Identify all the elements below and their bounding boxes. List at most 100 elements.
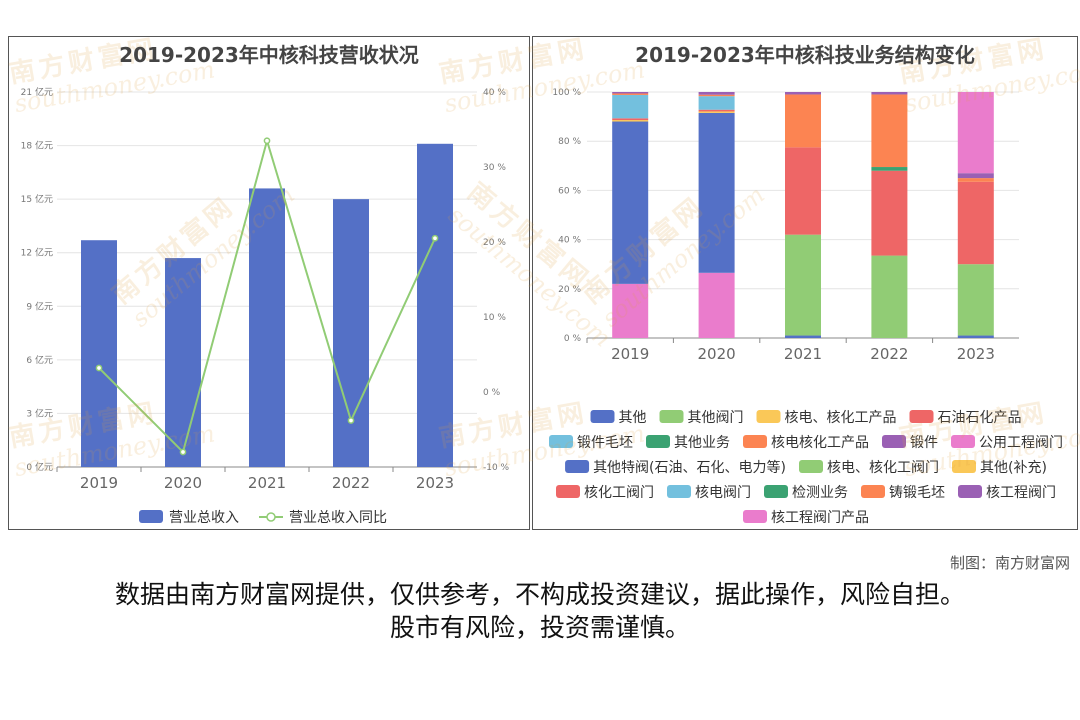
legend-swatch-yoy-marker bbox=[266, 512, 276, 522]
stacked-segment bbox=[698, 112, 735, 273]
left-axis-tick-label: 21 亿元 bbox=[21, 86, 53, 98]
stacked-segment bbox=[957, 181, 994, 265]
legend-label: 公用工程阀门 bbox=[979, 435, 1063, 451]
legend-label: 其他阀门 bbox=[688, 410, 744, 426]
yoy-point bbox=[95, 364, 103, 372]
legend-label: 核电、核化工阀门 bbox=[827, 460, 939, 476]
legend-swatch bbox=[556, 485, 581, 498]
yoy-point bbox=[179, 448, 187, 456]
legend-swatch bbox=[860, 485, 885, 498]
legend-label-yoy: 营业总收入同比 bbox=[289, 510, 387, 526]
left-axis-tick-label: 15 亿元 bbox=[21, 193, 53, 205]
legend-swatch-revenue bbox=[139, 510, 163, 523]
legend-swatch bbox=[565, 460, 590, 473]
legend-label: 其他 bbox=[619, 410, 647, 426]
stacked-segment bbox=[785, 92, 821, 95]
right-axis-tick-label: -10 % bbox=[483, 463, 510, 473]
legend-label: 核电、核化工产品 bbox=[785, 410, 897, 426]
right-axis-tick-label: 0 % bbox=[483, 388, 501, 398]
legend-swatch bbox=[881, 435, 906, 448]
stacked-segment bbox=[612, 94, 649, 119]
left-axis-tick-label: 12 亿元 bbox=[21, 247, 53, 259]
structure-chart-panel: 2019-2023年中核科技业务结构变化 0 % 20 % 40 % 60 % 80 %… bbox=[532, 36, 1078, 530]
legend-swatch bbox=[743, 510, 768, 523]
left-axis-tick-label: 0 亿元 bbox=[26, 461, 53, 473]
legend-swatch bbox=[646, 435, 671, 448]
stacked-segment bbox=[612, 283, 649, 338]
stacked-segment bbox=[698, 92, 735, 95]
stacked-segment bbox=[698, 111, 735, 113]
stacked-segment bbox=[612, 92, 649, 94]
legend-label: 其他业务 bbox=[674, 435, 730, 451]
legend-label: 检测业务 bbox=[792, 485, 848, 501]
stacked-segment bbox=[957, 264, 994, 336]
left-axis-tick-label: 6 亿元 bbox=[26, 354, 53, 366]
stacked-segment bbox=[698, 109, 735, 112]
left-axis-tick-label: 9 亿元 bbox=[26, 300, 53, 312]
right-axis-tick-label: 20 % bbox=[483, 238, 506, 248]
revenue-chart-title: 2019-2023年中核科技营收状况 bbox=[119, 43, 419, 67]
legend-label: 核电阀门 bbox=[695, 485, 751, 501]
legend-swatch bbox=[659, 410, 684, 423]
revenue-chart-svg: 0 亿元 3 亿元 6 亿元 9 亿元 12 亿元 15 亿元 18 亿元 21 亿元 -10 … bbox=[21, 86, 510, 526]
right-axis-tick-label: 10 % bbox=[483, 313, 506, 323]
legend-swatch bbox=[743, 435, 768, 448]
stacked-segment bbox=[957, 92, 994, 174]
right-axis-tick-label: 40 % bbox=[483, 88, 506, 98]
left-axis-tick-label: 18 亿元 bbox=[21, 140, 53, 152]
legend-swatch bbox=[799, 460, 823, 473]
y-axis-tick-label: 0 % bbox=[564, 334, 582, 344]
revenue-bar bbox=[165, 258, 201, 467]
stacked-segment bbox=[698, 272, 735, 338]
stacked-segment bbox=[785, 335, 821, 338]
disclaimer: 数据由南方财富网提供，仅供参考，不构成投资建议，据此操作，风险自担。 股市有风险… bbox=[0, 578, 1080, 644]
stacked-segment bbox=[871, 94, 908, 168]
legend-swatch bbox=[549, 435, 574, 448]
x-axis-tick-label: 2020 bbox=[164, 474, 202, 492]
legend-swatch bbox=[951, 460, 976, 473]
legend-swatch bbox=[756, 410, 781, 423]
legend-swatch bbox=[667, 485, 692, 498]
x-axis-tick-label: 2023 bbox=[957, 345, 995, 363]
revenue-bar bbox=[417, 143, 453, 467]
legend-swatch bbox=[590, 410, 615, 423]
stacked-segment bbox=[871, 255, 908, 338]
structure-chart-svg: 0 % 20 % 40 % 60 % 80 % 100 % 2019 2020 2021 2022… bbox=[549, 88, 1063, 526]
right-axis-tick-label: 30 % bbox=[483, 163, 506, 173]
y-axis-tick-label: 60 % bbox=[558, 186, 581, 196]
x-axis-tick-label: 2022 bbox=[332, 474, 370, 492]
y-axis-tick-label: 80 % bbox=[558, 137, 581, 147]
stacked-segment bbox=[698, 96, 735, 110]
x-axis-tick-label: 2021 bbox=[248, 474, 286, 492]
stacked-segment bbox=[612, 121, 649, 284]
yoy-point bbox=[431, 234, 439, 242]
legend-swatch bbox=[957, 485, 982, 498]
stacked-segment bbox=[957, 335, 994, 338]
legend-label: 锻件 bbox=[910, 435, 938, 451]
x-axis-tick-label: 2021 bbox=[784, 345, 822, 363]
stacked-segment bbox=[957, 173, 994, 179]
stacked-segment bbox=[871, 92, 908, 95]
yoy-point bbox=[347, 417, 355, 424]
x-axis-tick-label: 2019 bbox=[611, 345, 649, 363]
x-axis-tick-label: 2022 bbox=[870, 345, 908, 363]
y-axis-tick-label: 40 % bbox=[558, 236, 581, 246]
legend-swatch bbox=[764, 485, 789, 498]
stacked-segment bbox=[785, 94, 821, 148]
y-axis-tick-label: 100 % bbox=[552, 88, 581, 98]
stacked-segment bbox=[785, 234, 821, 336]
yoy-point bbox=[263, 137, 271, 145]
structure-chart-title: 2019-2023年中核科技业务结构变化 bbox=[635, 43, 975, 67]
x-axis-tick-label: 2023 bbox=[416, 474, 454, 492]
chart-credit: 制图：南方财富网 bbox=[949, 554, 1070, 572]
legend-label: 核工程阀门 bbox=[986, 485, 1056, 501]
revenue-chart-panel: 2019-2023年中核科技营收状况 0 亿元 3 亿元 6 亿元 9 亿元 12 亿元… bbox=[8, 36, 530, 530]
x-axis-tick-label: 2019 bbox=[80, 474, 118, 492]
legend-swatch bbox=[950, 435, 975, 448]
revenue-bar bbox=[333, 199, 369, 467]
stacked-segment bbox=[871, 167, 908, 171]
stacked-segment bbox=[957, 178, 994, 182]
x-axis-tick-label: 2020 bbox=[698, 345, 736, 363]
legend-label: 核电核化工产品 bbox=[771, 435, 869, 451]
disclaimer-line-1: 数据由南方财富网提供，仅供参考，不构成投资建议，据此操作，风险自担。 bbox=[114, 580, 965, 609]
